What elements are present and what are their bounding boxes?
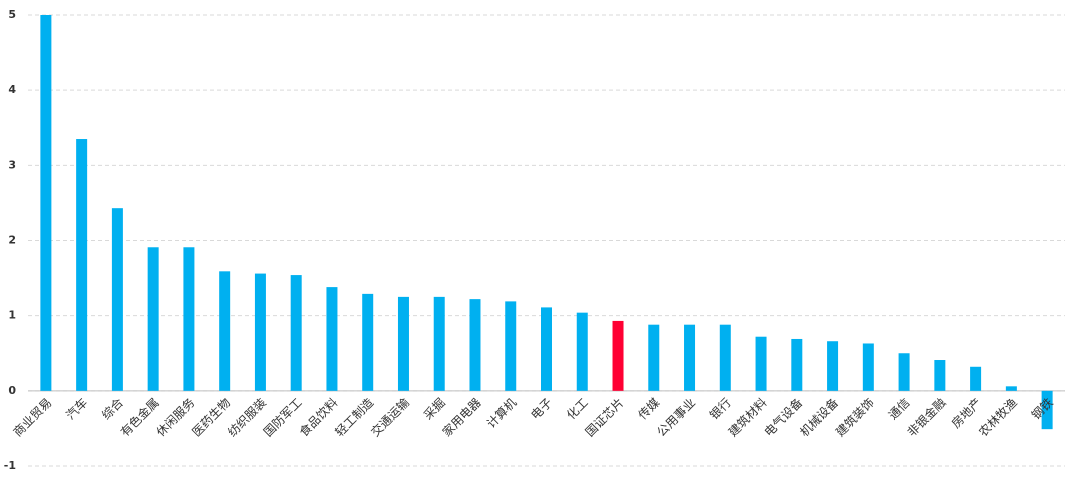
x-tick-label: 计算机 [483, 395, 519, 431]
x-tick-label: 化工 [564, 396, 591, 423]
bar [898, 353, 910, 391]
y-tick-label: 0 [8, 384, 16, 397]
y-tick-label: 4 [8, 83, 16, 96]
x-tick-label: 商业贸易 [10, 395, 55, 440]
x-tick-label: 汽车 [63, 395, 91, 423]
x-tick-label: 国防军工 [260, 395, 305, 440]
bar [290, 275, 302, 391]
x-tick-label: 公用事业 [654, 396, 698, 440]
x-tick-label: 休闲服务 [153, 395, 198, 440]
x-tick-label: 通信 [886, 396, 913, 423]
bar [326, 287, 338, 391]
bar [648, 324, 660, 391]
y-tick-label: 1 [8, 309, 16, 322]
x-tick-label: 家用电器 [439, 395, 484, 440]
y-tick-label: 2 [8, 234, 16, 247]
y-tick-label: 3 [8, 158, 16, 171]
bar [147, 247, 159, 391]
bar [934, 360, 946, 391]
bar [183, 247, 195, 391]
bar [719, 324, 731, 391]
bar [505, 301, 517, 391]
x-tick-label: 电气设备 [761, 395, 806, 440]
x-tick-label: 有色金属 [117, 395, 162, 440]
bar [970, 366, 982, 391]
x-tick-label: 国证芯片 [583, 396, 627, 440]
x-tick-label: 电子 [528, 396, 555, 423]
y-tick-label: 5 [8, 8, 16, 21]
x-tick-label: 非银金融 [904, 395, 949, 440]
bar [1041, 390, 1053, 430]
bar [684, 324, 696, 391]
x-tick-label: 机械设备 [797, 395, 842, 440]
bar [40, 15, 52, 391]
bar [827, 341, 839, 391]
x-tick-label: 交通运输 [368, 395, 413, 440]
bar [433, 296, 445, 391]
bar [397, 296, 409, 391]
bar [111, 208, 123, 391]
x-tick-label: 采掘 [420, 395, 448, 423]
bar [469, 299, 481, 391]
x-tick-label: 农林牧渔 [976, 396, 1020, 440]
x-tick-label: 综合 [98, 395, 126, 423]
x-tick-label: 银行 [707, 396, 734, 423]
x-tick-label: 食品饮料 [296, 395, 341, 440]
x-tick-label: 医药生物 [189, 396, 233, 440]
bar [1005, 386, 1017, 391]
bar [862, 343, 874, 391]
bar [541, 307, 552, 391]
x-tick-label: 纺织服装 [225, 396, 269, 440]
bar [755, 336, 767, 391]
bar [576, 312, 588, 391]
bar [362, 293, 374, 391]
bar [612, 320, 624, 391]
x-tick-label: 传媒 [635, 395, 663, 423]
x-tick-label: 建筑材料 [725, 395, 770, 440]
bar [76, 139, 88, 391]
bar [219, 271, 231, 391]
x-tick-label: 轻工制造 [332, 396, 376, 440]
x-tick-label: 建筑装饰 [832, 395, 877, 440]
bar [791, 338, 803, 391]
y-tick-label: -1 [4, 459, 16, 472]
bar [254, 273, 266, 391]
